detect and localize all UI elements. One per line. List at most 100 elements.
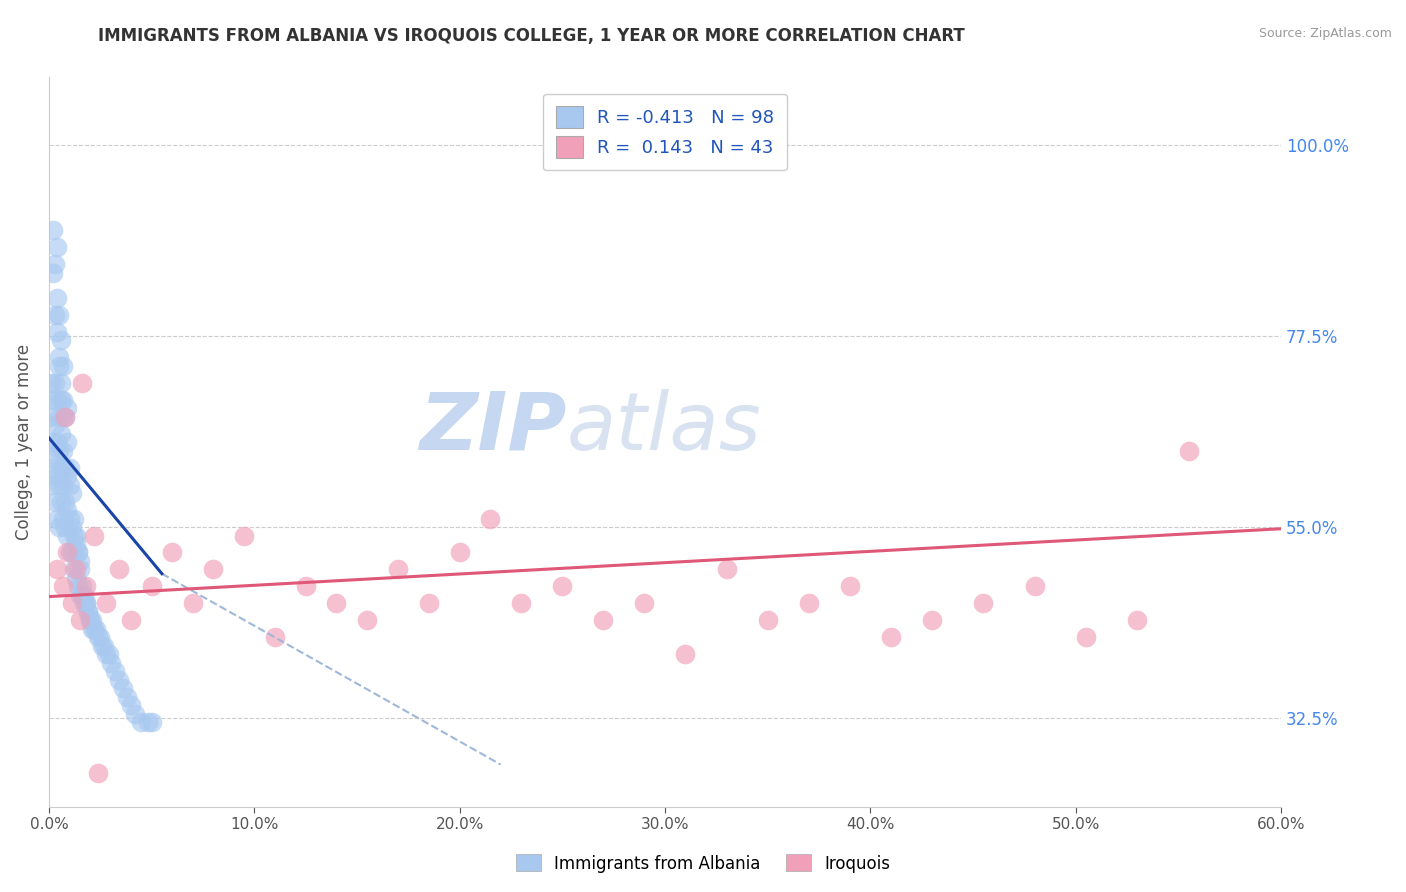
Point bbox=[46, 325, 69, 339]
Point bbox=[39, 376, 62, 390]
Point bbox=[80, 622, 103, 636]
Point bbox=[66, 545, 89, 559]
Point bbox=[838, 579, 860, 593]
Point bbox=[136, 715, 159, 730]
Point bbox=[55, 460, 77, 475]
Point bbox=[39, 409, 62, 424]
Point bbox=[120, 613, 142, 627]
Point bbox=[42, 477, 65, 491]
Point bbox=[42, 266, 65, 280]
Point bbox=[115, 690, 138, 704]
Point bbox=[797, 596, 820, 610]
Point bbox=[75, 596, 97, 610]
Point bbox=[62, 511, 84, 525]
Point bbox=[96, 648, 118, 662]
Point bbox=[58, 545, 80, 559]
Point bbox=[124, 706, 146, 721]
Point bbox=[921, 613, 943, 627]
Text: atlas: atlas bbox=[567, 389, 761, 467]
Point bbox=[46, 511, 69, 525]
Point bbox=[96, 596, 118, 610]
Point bbox=[52, 359, 75, 373]
Point bbox=[87, 630, 110, 644]
Point bbox=[60, 596, 83, 610]
Point bbox=[56, 469, 79, 483]
Point bbox=[55, 409, 77, 424]
Point bbox=[60, 545, 83, 559]
Point bbox=[479, 511, 502, 525]
Point bbox=[62, 562, 84, 576]
Text: IMMIGRANTS FROM ALBANIA VS IROQUOIS COLLEGE, 1 YEAR OR MORE CORRELATION CHART: IMMIGRANTS FROM ALBANIA VS IROQUOIS COLL… bbox=[98, 27, 965, 45]
Point bbox=[294, 579, 316, 593]
Point bbox=[46, 240, 69, 254]
Point bbox=[104, 665, 127, 679]
Point bbox=[120, 698, 142, 713]
Point bbox=[56, 435, 79, 450]
Point bbox=[73, 596, 96, 610]
Point bbox=[73, 588, 96, 602]
Point bbox=[263, 630, 285, 644]
Point bbox=[62, 528, 84, 542]
Point bbox=[1024, 579, 1046, 593]
Point bbox=[65, 528, 87, 542]
Point bbox=[69, 613, 91, 627]
Point bbox=[449, 545, 471, 559]
Point bbox=[42, 392, 65, 407]
Point bbox=[58, 460, 80, 475]
Point bbox=[70, 376, 93, 390]
Point bbox=[107, 673, 129, 687]
Point bbox=[233, 528, 256, 542]
Point bbox=[880, 630, 903, 644]
Point bbox=[1177, 443, 1199, 458]
Point bbox=[46, 435, 69, 450]
Point bbox=[46, 291, 69, 305]
Point bbox=[58, 511, 80, 525]
Point bbox=[44, 308, 66, 322]
Point bbox=[56, 528, 79, 542]
Point bbox=[79, 613, 101, 627]
Point bbox=[52, 392, 75, 407]
Point bbox=[77, 605, 100, 619]
Point bbox=[69, 554, 91, 568]
Legend: Immigrants from Albania, Iroquois: Immigrants from Albania, Iroquois bbox=[509, 847, 897, 880]
Point bbox=[56, 401, 79, 416]
Point bbox=[79, 613, 101, 627]
Point bbox=[89, 630, 111, 644]
Point bbox=[66, 545, 89, 559]
Text: ZIP: ZIP bbox=[419, 389, 567, 467]
Point bbox=[141, 715, 163, 730]
Point bbox=[60, 520, 83, 534]
Point bbox=[551, 579, 574, 593]
Point bbox=[675, 648, 697, 662]
Point bbox=[44, 452, 66, 467]
Point bbox=[356, 613, 378, 627]
Point bbox=[83, 528, 105, 542]
Y-axis label: College, 1 year or more: College, 1 year or more bbox=[15, 344, 32, 541]
Point bbox=[77, 605, 100, 619]
Point bbox=[55, 520, 77, 534]
Point bbox=[1074, 630, 1097, 644]
Point bbox=[51, 460, 73, 475]
Point bbox=[48, 520, 70, 534]
Point bbox=[51, 392, 73, 407]
Point bbox=[325, 596, 347, 610]
Point bbox=[84, 622, 107, 636]
Point bbox=[181, 596, 204, 610]
Point bbox=[70, 588, 93, 602]
Point bbox=[51, 494, 73, 508]
Point bbox=[46, 562, 69, 576]
Point bbox=[51, 334, 73, 348]
Point bbox=[111, 681, 134, 696]
Point bbox=[48, 359, 70, 373]
Point bbox=[39, 460, 62, 475]
Point bbox=[44, 376, 66, 390]
Point bbox=[56, 503, 79, 517]
Point bbox=[100, 656, 122, 670]
Point bbox=[387, 562, 409, 576]
Point bbox=[52, 409, 75, 424]
Point bbox=[83, 622, 105, 636]
Point bbox=[55, 409, 77, 424]
Point bbox=[55, 494, 77, 508]
Point bbox=[52, 579, 75, 593]
Point bbox=[131, 715, 153, 730]
